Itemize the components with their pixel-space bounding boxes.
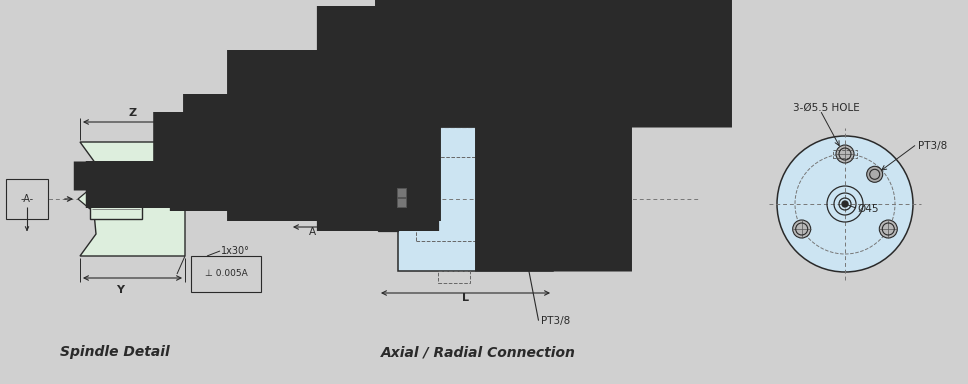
- Bar: [403, 115, 553, 127]
- Bar: [368, 171, 378, 227]
- Text: PT3/8: PT3/8: [541, 316, 570, 326]
- Text: Y: Y: [116, 285, 125, 295]
- Text: ØC: ØC: [577, 191, 587, 207]
- Circle shape: [836, 145, 854, 163]
- Text: -A-: -A-: [20, 194, 34, 204]
- Text: 1x30°: 1x30°: [221, 246, 250, 256]
- Text: F: F: [384, 73, 392, 83]
- Text: ⊥ 0.005A: ⊥ 0.005A: [205, 270, 248, 278]
- Text: I: I: [416, 88, 420, 98]
- Polygon shape: [78, 189, 90, 209]
- Text: L(Mounting Distance): L(Mounting Distance): [413, 73, 518, 83]
- Text: ○ 0.005A: ○ 0.005A: [205, 159, 248, 169]
- Text: Ø45: Ø45: [857, 204, 879, 214]
- Bar: [398, 127, 553, 271]
- Polygon shape: [80, 142, 185, 256]
- Bar: [833, 150, 857, 158]
- Text: ØX: ØX: [225, 191, 235, 207]
- Circle shape: [793, 220, 810, 238]
- Bar: [416, 157, 553, 241]
- Text: Axial / Radial Connection: Axial / Radial Connection: [380, 345, 575, 359]
- Circle shape: [842, 201, 848, 207]
- Bar: [334, 177, 368, 221]
- Circle shape: [879, 220, 897, 238]
- Text: ØK: ØK: [362, 192, 372, 206]
- Text: D: D: [491, 88, 499, 98]
- Bar: [397, 188, 406, 197]
- Text: ØH: ØH: [256, 194, 271, 204]
- Text: L: L: [462, 293, 469, 303]
- Text: E: E: [581, 73, 588, 83]
- Text: PT3/8: PT3/8: [918, 141, 948, 151]
- Text: Spindle Detail: Spindle Detail: [60, 345, 169, 359]
- Bar: [90, 179, 142, 219]
- Text: ØJ: ØJ: [318, 194, 328, 204]
- Circle shape: [777, 136, 913, 272]
- Bar: [185, 190, 207, 208]
- Bar: [397, 198, 406, 207]
- Bar: [438, 271, 470, 283]
- Bar: [290, 187, 334, 211]
- Bar: [523, 147, 553, 251]
- Circle shape: [866, 166, 883, 182]
- Text: 3-Ø5.5 HOLE: 3-Ø5.5 HOLE: [793, 103, 860, 113]
- Bar: [378, 167, 398, 231]
- Text: Z: Z: [129, 108, 136, 118]
- Text: A: A: [309, 227, 316, 237]
